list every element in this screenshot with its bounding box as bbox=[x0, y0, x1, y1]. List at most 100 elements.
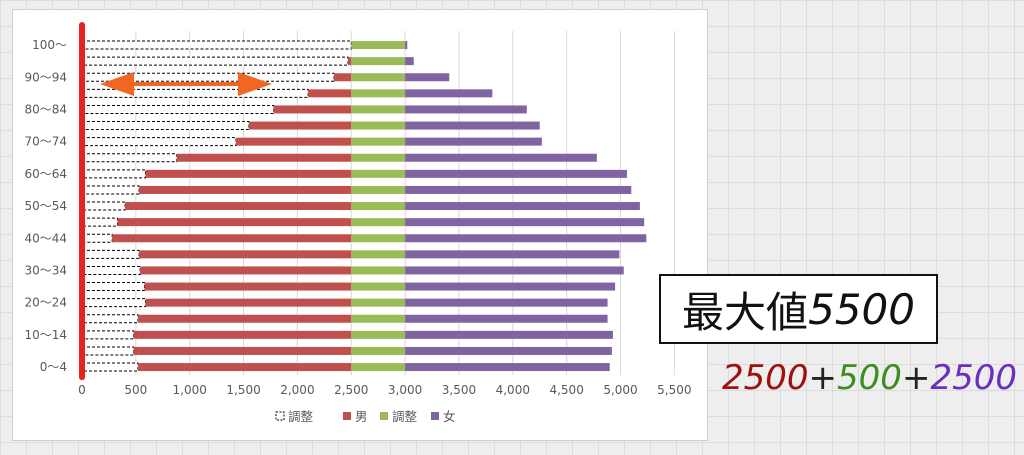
bar-segment-adjust bbox=[351, 57, 406, 66]
range-arrow-left-head bbox=[100, 72, 134, 96]
y-tick-label: 90～94 bbox=[24, 70, 67, 84]
bar-segment-adjust-invisible bbox=[81, 137, 237, 147]
x-tick-label: 2,000 bbox=[280, 383, 314, 397]
bar-segment-male bbox=[117, 218, 352, 227]
bar-segment-male bbox=[248, 121, 352, 130]
bar-segment-male bbox=[112, 234, 352, 243]
x-tick-label: 5,500 bbox=[657, 383, 691, 397]
bar-segment-adjust-invisible bbox=[81, 233, 113, 243]
bar-segment-male bbox=[125, 202, 352, 211]
bar-segment-adjust-invisible bbox=[81, 153, 178, 163]
formula-plus-1: + bbox=[808, 358, 838, 398]
bar-segment-female bbox=[405, 363, 610, 372]
bar-segment-adjust bbox=[351, 314, 406, 323]
bar-segment-female bbox=[405, 153, 597, 162]
bar-segment-female bbox=[405, 73, 450, 82]
bar-segment-adjust-invisible bbox=[81, 104, 275, 114]
sum-formula: 2500+500+2500 bbox=[722, 358, 1017, 398]
formula-term-female: 2500 bbox=[930, 358, 1017, 398]
bar-segment-adjust-invisible bbox=[81, 169, 147, 179]
bar-segment-adjust bbox=[351, 73, 406, 82]
bar-segment-female bbox=[405, 266, 624, 275]
y-tick-label: 50～54 bbox=[24, 199, 67, 213]
bar-segment-adjust-invisible bbox=[81, 282, 145, 292]
y-tick-label: 70～74 bbox=[24, 135, 67, 149]
bar-segment-female bbox=[405, 282, 616, 291]
legend-swatch bbox=[431, 412, 439, 420]
bar-segment-adjust bbox=[351, 169, 406, 178]
bar-segment-male bbox=[138, 363, 352, 372]
bar-segment-female bbox=[405, 89, 493, 98]
bar-segment-male bbox=[334, 73, 352, 82]
bar-segment-adjust bbox=[351, 266, 406, 275]
x-tick-label: 3,000 bbox=[388, 383, 422, 397]
bar-segment-adjust bbox=[351, 137, 406, 146]
bar-segment-female bbox=[405, 41, 408, 50]
bar-segment-female bbox=[405, 105, 527, 114]
bar-segment-female bbox=[405, 330, 613, 339]
bar-segment-male bbox=[176, 153, 352, 162]
bar-segment-adjust bbox=[351, 185, 406, 194]
max-value-number: 5500 bbox=[808, 284, 915, 334]
bar-segment-female bbox=[405, 346, 612, 355]
bar-segment-adjust bbox=[351, 202, 406, 211]
x-tick-label: 3,500 bbox=[442, 383, 476, 397]
formula-plus-2: + bbox=[901, 358, 931, 398]
bar-segment-adjust bbox=[351, 346, 406, 355]
bar-segment-adjust bbox=[351, 330, 406, 339]
bar-segment-male bbox=[348, 57, 352, 66]
bar-segment-female bbox=[405, 298, 608, 307]
y-tick-label: 100～ bbox=[32, 38, 67, 52]
bar-segment-adjust-invisible bbox=[81, 217, 119, 227]
legend-label: 男 bbox=[355, 409, 368, 424]
bar-segment-male bbox=[308, 89, 352, 98]
legend-swatch bbox=[343, 412, 351, 420]
range-arrow-right-head bbox=[238, 72, 272, 96]
formula-term-male: 2500 bbox=[722, 358, 809, 398]
bar-segment-male bbox=[138, 314, 352, 323]
bar-segment-male bbox=[144, 282, 352, 291]
x-tick-label: 1,000 bbox=[173, 383, 207, 397]
bar-segment-male bbox=[273, 105, 352, 114]
bar-segment-adjust bbox=[351, 89, 406, 98]
bar-segment-male bbox=[140, 266, 352, 275]
bar-segment-adjust bbox=[351, 282, 406, 291]
bar-segment-adjust bbox=[351, 363, 406, 372]
y-tick-label: 30～34 bbox=[24, 263, 67, 277]
bar-segment-female bbox=[405, 137, 542, 146]
legend-label: 女 bbox=[443, 409, 456, 424]
bar-segment-adjust bbox=[351, 153, 406, 162]
legend-swatch bbox=[380, 412, 388, 420]
bar-segment-male bbox=[139, 250, 352, 259]
y-tick-label: 40～44 bbox=[24, 231, 67, 245]
bar-segment-adjust bbox=[351, 105, 406, 114]
bar-segment-male bbox=[133, 346, 352, 355]
bar-segment-adjust bbox=[351, 41, 406, 50]
bar-segment-adjust-invisible bbox=[81, 362, 139, 372]
y-tick-label: 20～24 bbox=[24, 296, 67, 310]
x-tick-label: 500 bbox=[124, 383, 147, 397]
bar-segment-female bbox=[405, 169, 627, 178]
x-tick-label: 2,500 bbox=[334, 383, 368, 397]
bar-segment-male bbox=[236, 137, 352, 146]
bar-segment-adjust-invisible bbox=[81, 56, 349, 66]
x-tick-label: 4,000 bbox=[496, 383, 530, 397]
bar-segment-adjust-invisible bbox=[81, 121, 250, 131]
formula-term-adjust: 500 bbox=[837, 358, 902, 398]
bar-segment-adjust-invisible bbox=[81, 298, 147, 308]
chart-panel: 0 500 1,000 1,500 2,000 2,500 3,000 3,500 4,000 4… bbox=[12, 9, 708, 441]
bar-segment-adjust bbox=[351, 234, 406, 243]
bar-segment-female bbox=[405, 314, 608, 323]
bar-segment-adjust-invisible bbox=[81, 185, 140, 195]
max-value-box: 最大値 5500 bbox=[659, 274, 938, 344]
bar-segment-adjust-invisible bbox=[81, 88, 309, 98]
bar-segment-male bbox=[133, 330, 352, 339]
y-tick-label: 0～4 bbox=[40, 360, 67, 374]
bar-segment-male bbox=[145, 298, 352, 307]
bar-segment-adjust-invisible bbox=[81, 314, 139, 324]
bar-segment-adjust-invisible bbox=[81, 346, 135, 356]
x-tick-label: 0 bbox=[78, 383, 86, 397]
legend-swatch-adjust-invisible bbox=[275, 411, 285, 421]
population-pyramid-chart: 0 500 1,000 1,500 2,000 2,500 3,000 3,500 4,000 4… bbox=[24, 22, 692, 424]
bar-segment-female bbox=[405, 57, 414, 66]
